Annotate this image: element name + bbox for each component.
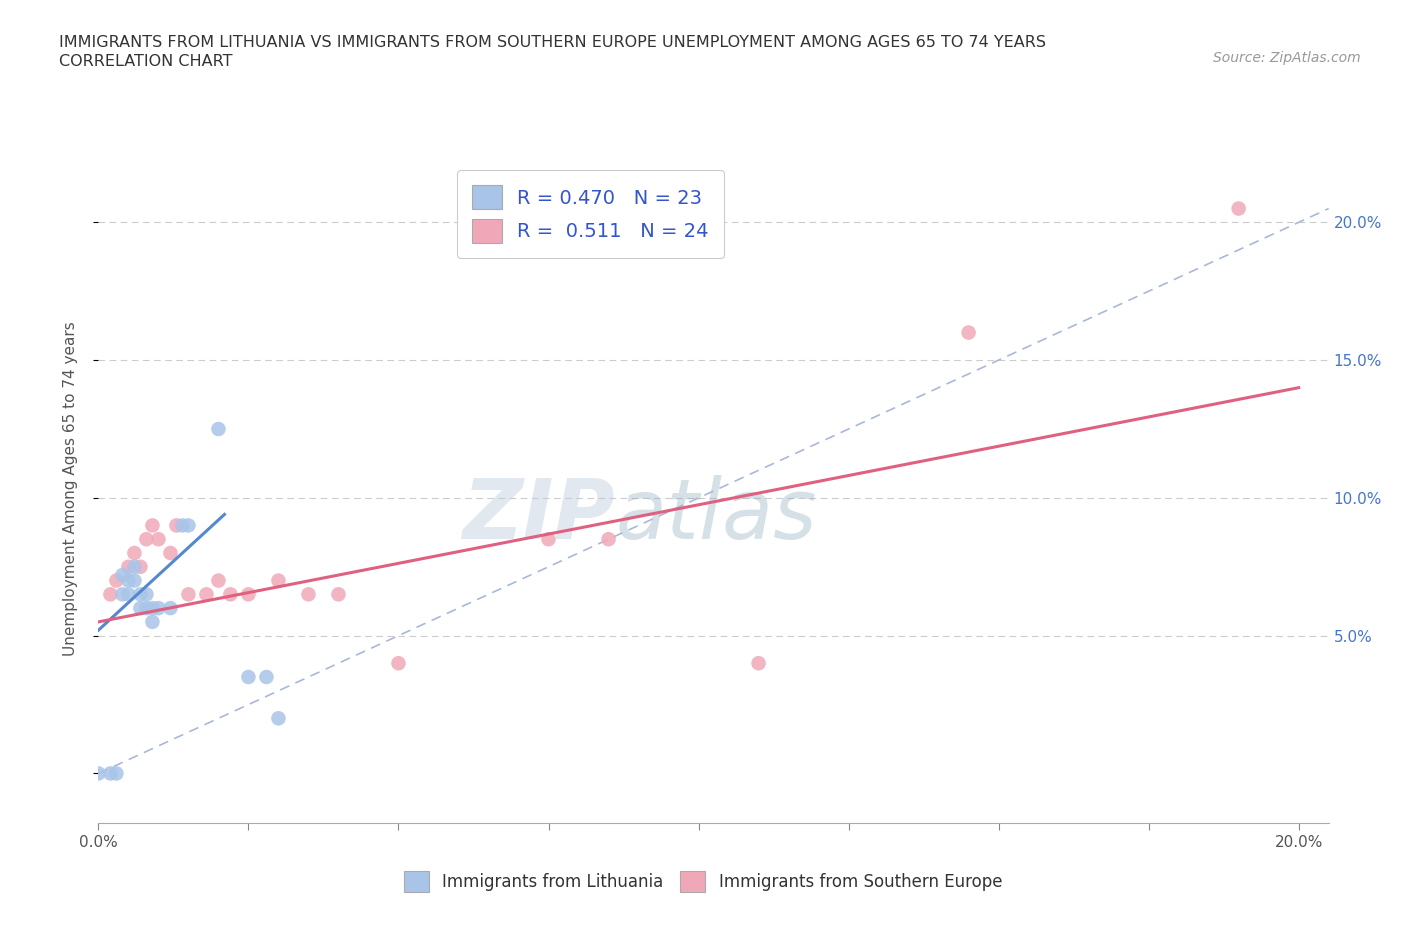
Point [256, 670, 278, 684]
Point [267, 711, 290, 725]
Point [297, 587, 319, 602]
Point [238, 587, 260, 602]
Point [387, 656, 409, 671]
Point [135, 601, 157, 616]
Point [1227, 201, 1250, 216]
Point [129, 587, 152, 602]
Point [124, 546, 146, 561]
Point [172, 518, 194, 533]
Point [748, 656, 770, 671]
Point [148, 601, 170, 616]
Point [141, 615, 163, 630]
Point [177, 587, 200, 602]
Point [111, 567, 134, 582]
Point [957, 326, 980, 340]
Point [129, 559, 152, 574]
Point [207, 421, 229, 436]
Point [100, 766, 122, 781]
Point [129, 601, 152, 616]
Point [141, 601, 163, 616]
Text: IMMIGRANTS FROM LITHUANIA VS IMMIGRANTS FROM SOUTHERN EUROPE UNEMPLOYMENT AMONG : IMMIGRANTS FROM LITHUANIA VS IMMIGRANTS … [59, 35, 1046, 50]
Point [328, 587, 350, 602]
Text: CORRELATION CHART: CORRELATION CHART [59, 54, 232, 69]
Point [219, 587, 242, 602]
Y-axis label: Unemployment Among Ages 65 to 74 years: Unemployment Among Ages 65 to 74 years [63, 321, 77, 656]
Text: Source: ZipAtlas.com: Source: ZipAtlas.com [1213, 51, 1361, 65]
Point [117, 587, 139, 602]
Point [267, 573, 290, 588]
Point [100, 587, 122, 602]
Point [598, 532, 620, 547]
Point [177, 518, 200, 533]
Point [117, 573, 139, 588]
Point [124, 573, 146, 588]
Point [207, 573, 229, 588]
Point [124, 559, 146, 574]
Point [141, 518, 163, 533]
Point [105, 573, 128, 588]
Point [105, 766, 128, 781]
Point [87, 766, 110, 781]
Point [159, 546, 181, 561]
Point [165, 518, 187, 533]
Point [195, 587, 218, 602]
Point [159, 601, 181, 616]
Point [135, 587, 157, 602]
Point [117, 559, 139, 574]
Legend: Immigrants from Lithuania, Immigrants from Southern Europe: Immigrants from Lithuania, Immigrants fr… [398, 865, 1008, 898]
Text: atlas: atlas [616, 474, 817, 555]
Point [148, 532, 170, 547]
Text: ZIP: ZIP [463, 474, 616, 555]
Point [238, 670, 260, 684]
Point [537, 532, 560, 547]
Legend: R = 0.470   N = 23, R =  0.511   N = 24: R = 0.470 N = 23, R = 0.511 N = 24 [457, 170, 724, 259]
Point [135, 532, 157, 547]
Point [111, 587, 134, 602]
